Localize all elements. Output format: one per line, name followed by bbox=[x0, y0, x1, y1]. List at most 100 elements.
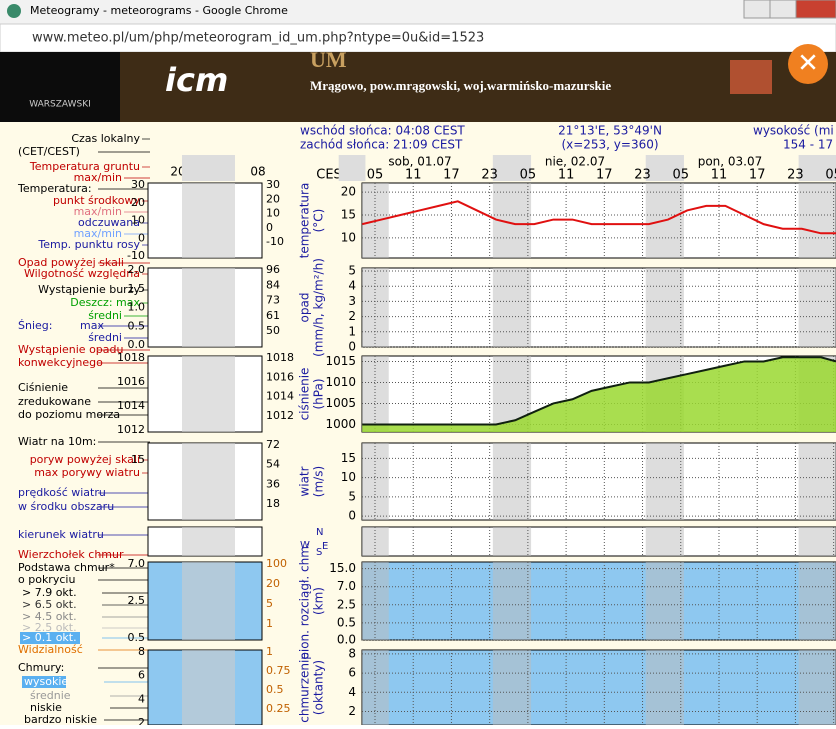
mini-tick-left: 0 bbox=[138, 231, 145, 244]
y-tick-label: 1005 bbox=[325, 396, 356, 410]
plot-area bbox=[361, 442, 836, 521]
axis-title: (hPa) bbox=[312, 378, 326, 409]
y-tick-label: 5 bbox=[348, 489, 356, 503]
y-tick-label: 2 bbox=[348, 704, 356, 718]
mini-night-band bbox=[182, 527, 235, 556]
y-tick-label: 5 bbox=[348, 264, 356, 278]
y-tick-label: 6 bbox=[348, 666, 356, 680]
legend-label: konwekcyjnego bbox=[18, 356, 103, 369]
legend-label: Chmury: bbox=[18, 661, 64, 674]
legend-label: odczuwana bbox=[78, 216, 140, 229]
highlight bbox=[20, 632, 80, 644]
top-night-band bbox=[182, 155, 235, 181]
legend-label: max/min bbox=[74, 227, 122, 240]
close-button[interactable] bbox=[795, 0, 836, 19]
mini-hour: 20 bbox=[170, 165, 185, 179]
mini-tick-left: 2 bbox=[138, 716, 145, 725]
mini-tick-left: 15 bbox=[131, 453, 145, 466]
temperature-line bbox=[362, 200, 836, 235]
night-band bbox=[645, 650, 684, 725]
night-band bbox=[362, 356, 389, 432]
plot-area bbox=[361, 526, 836, 557]
y-tick-label: 0.5 bbox=[337, 615, 356, 629]
mini-tick-right: 1014 bbox=[266, 390, 294, 403]
close-glyph: ✕ bbox=[797, 49, 819, 79]
close-icon[interactable] bbox=[788, 44, 828, 84]
legend-label: Temperatura: bbox=[17, 182, 92, 195]
y-tick-label: 4 bbox=[348, 685, 356, 699]
plot-area bbox=[361, 182, 836, 259]
axis-title: wiatr bbox=[298, 466, 312, 496]
legend-label: poryw powyżej skali bbox=[30, 453, 140, 466]
compass-label: W bbox=[300, 540, 310, 551]
location: Mrągowo, pow.mrągowski, woj.warmińsko-ma… bbox=[310, 78, 611, 93]
legend-label: Ciśnienie bbox=[18, 381, 68, 394]
model: UM bbox=[310, 47, 347, 72]
night-band bbox=[798, 268, 836, 347]
hour-label: 11 bbox=[711, 168, 728, 183]
legend-label: > 4.5 okt. bbox=[22, 610, 77, 623]
y-tick-label: 3 bbox=[348, 294, 356, 308]
altitude-label: wysokość (mi bbox=[753, 124, 834, 138]
night-band bbox=[798, 562, 836, 640]
y-tick-label: 1000 bbox=[325, 417, 356, 431]
address-bar[interactable] bbox=[0, 23, 836, 53]
mini-tick-left: 0.5 bbox=[128, 631, 146, 644]
mini-tick-left: -10 bbox=[127, 249, 145, 262]
mini-night-band bbox=[182, 356, 235, 432]
legend-label: Opad powyżej skali bbox=[18, 256, 124, 269]
axis-title: pion. rozciągł. chm. bbox=[298, 542, 312, 660]
legend-label: Wilgotność względna bbox=[24, 267, 140, 280]
legend-label: bardzo niskie bbox=[24, 713, 97, 725]
legend-label: Śnieg: bbox=[18, 319, 52, 332]
mini-tick-left: 1016 bbox=[117, 375, 145, 388]
maximize-button[interactable] bbox=[769, 0, 797, 19]
y-tick-label: 7.0 bbox=[337, 579, 356, 593]
hour-label: 11 bbox=[558, 168, 575, 183]
night-band bbox=[492, 268, 532, 347]
y-tick-label: 0 bbox=[348, 509, 356, 523]
night-band bbox=[492, 443, 532, 520]
url: www.meteo.pl/um/php/meteorogram_id_um.ph… bbox=[32, 31, 484, 46]
mini-tick-right: 0.5 bbox=[266, 683, 284, 696]
hour-label: 17 bbox=[749, 168, 766, 183]
mini-night-band bbox=[182, 562, 235, 640]
legend-label: do poziomu morza bbox=[18, 408, 120, 421]
legend-label: kierunek wiatru bbox=[18, 528, 104, 541]
y-tick-label: 10 bbox=[341, 470, 356, 484]
legend-label: Deszcz: max bbox=[70, 296, 140, 309]
night-band bbox=[492, 562, 532, 640]
top-night-band bbox=[645, 155, 684, 181]
mini-tick-right: 5 bbox=[266, 597, 273, 610]
mini-tick-right: 1 bbox=[266, 617, 273, 630]
axis-title: (°C) bbox=[312, 209, 326, 233]
altitude: 154 - 17 bbox=[783, 138, 833, 152]
axis-title: (mm/h, kg/m²/h) bbox=[312, 258, 326, 357]
legend-label: max/min bbox=[74, 171, 122, 184]
hour-label: 05 bbox=[367, 168, 384, 183]
hour-label: 23 bbox=[634, 168, 651, 183]
legend-label: wysokie bbox=[24, 675, 68, 688]
y-tick-label: 1015 bbox=[325, 354, 356, 368]
axis-title: (oktanty) bbox=[312, 660, 326, 715]
night-band bbox=[362, 443, 389, 520]
y-tick-label: 20 bbox=[341, 185, 356, 199]
minimize-button[interactable] bbox=[743, 0, 771, 19]
night-band bbox=[798, 443, 836, 520]
night-band bbox=[798, 650, 836, 725]
book-icon[interactable] bbox=[730, 60, 772, 94]
highlight bbox=[22, 676, 66, 688]
mini-tick-left: 6 bbox=[138, 669, 145, 682]
axis-title: (km) bbox=[312, 587, 326, 615]
mini-tick-right: 73 bbox=[266, 294, 280, 307]
axis-title: ciśnienie bbox=[298, 368, 312, 421]
mini-tick-left: 0.0 bbox=[128, 338, 146, 351]
y-tick-label: 15.0 bbox=[329, 561, 356, 575]
pressure-line bbox=[362, 356, 836, 426]
night-band bbox=[798, 527, 836, 556]
mini-tick-left: 0.5 bbox=[128, 319, 146, 332]
mini-tick-right: 1 bbox=[266, 645, 273, 658]
logo-text: icm bbox=[165, 61, 228, 99]
night-band bbox=[645, 268, 684, 347]
